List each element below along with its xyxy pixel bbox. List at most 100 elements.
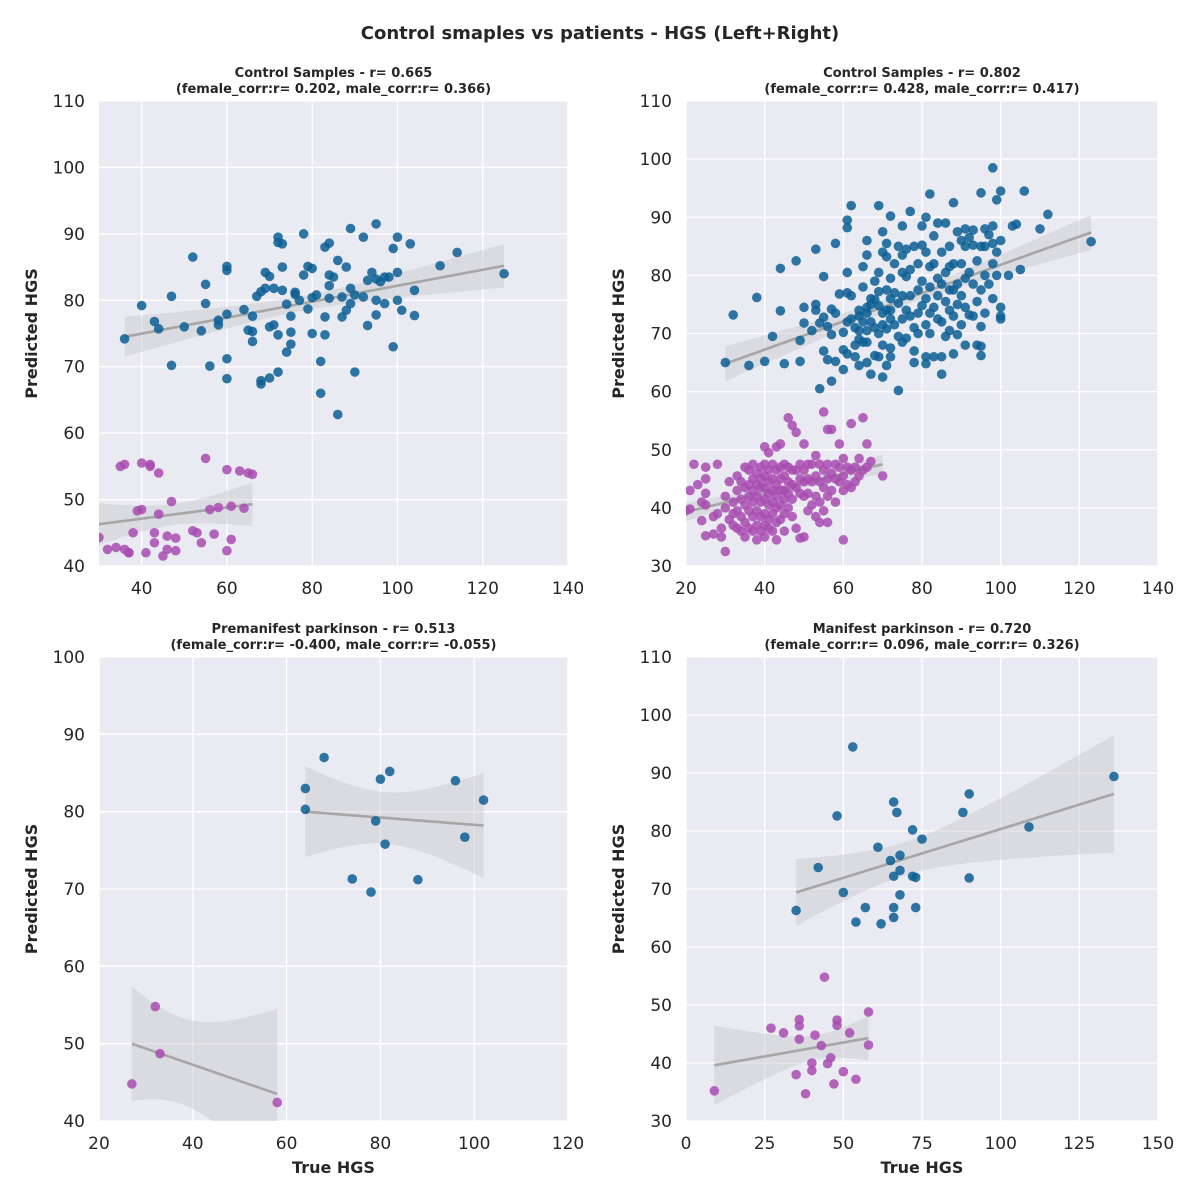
regression-line-male	[795, 792, 1115, 894]
data-point-male	[842, 215, 853, 225]
data-point-male	[371, 295, 381, 306]
data-point-female	[127, 1079, 137, 1089]
data-point-male	[995, 186, 1006, 196]
data-point-female	[247, 469, 258, 480]
data-point-male	[303, 304, 313, 314]
data-point-male	[264, 271, 275, 282]
data-point-female	[145, 461, 155, 472]
data-point-male	[885, 305, 896, 316]
data-point-male	[948, 349, 959, 359]
data-point-male	[826, 329, 837, 340]
data-point-male	[362, 320, 373, 331]
data-point-male	[307, 263, 317, 274]
data-point-male	[917, 276, 927, 286]
confidence-band-female	[714, 1015, 869, 1105]
y-tick-label: 70	[63, 880, 85, 900]
data-point-male	[328, 272, 339, 282]
data-point-male	[929, 302, 939, 313]
data-point-male	[956, 319, 967, 330]
data-point-male	[936, 247, 947, 257]
y-tick-label: 100	[53, 158, 85, 178]
y-tick-label: 60	[63, 957, 85, 977]
data-point-male	[345, 223, 356, 234]
plot-marks	[709, 735, 1119, 1105]
data-point-male	[260, 283, 271, 294]
data-point-male	[166, 291, 177, 302]
x-tick-label: 40	[754, 579, 776, 599]
data-point-male	[300, 804, 311, 815]
data-point-male	[269, 283, 279, 294]
data-point-male	[862, 357, 872, 368]
data-point-male	[826, 376, 837, 386]
data-point-male	[929, 258, 939, 269]
data-point-male	[222, 309, 232, 320]
data-point-female	[819, 972, 830, 982]
data-point-female	[818, 505, 829, 516]
data-point-male	[870, 276, 880, 286]
data-point-male	[889, 319, 900, 330]
data-point-male	[980, 308, 990, 318]
data-point-male	[881, 360, 892, 371]
data-point-female	[844, 1028, 855, 1038]
data-point-female	[700, 462, 711, 472]
data-point-male	[830, 356, 841, 367]
data-point-male	[901, 244, 912, 255]
data-point-male	[846, 200, 856, 211]
data-point-male	[196, 326, 207, 336]
data-point-male	[791, 905, 801, 916]
data-point-male	[980, 270, 990, 281]
data-point-male	[888, 871, 899, 882]
data-point-female	[119, 459, 130, 470]
data-point-male	[478, 795, 489, 805]
data-point-male	[968, 311, 978, 321]
chart-panel-2: 20 40 60 80 100 120 140 30 40 50 60 70 80 90 100 110 Con…	[609, 66, 1174, 599]
data-point-male	[984, 229, 994, 240]
data-point-male	[205, 361, 215, 371]
data-point-male	[991, 195, 1002, 205]
data-point-male	[929, 351, 939, 362]
data-point-male	[315, 388, 326, 399]
data-point-female	[708, 529, 719, 539]
data-point-male	[944, 241, 955, 252]
data-point-female	[720, 491, 731, 502]
data-point-male	[862, 250, 872, 260]
data-point-male	[298, 229, 309, 239]
y-tick-label: 90	[63, 725, 85, 745]
data-point-male	[847, 742, 858, 752]
data-point-female	[767, 526, 778, 536]
data-point-male	[956, 258, 967, 269]
data-point-male	[873, 328, 884, 339]
data-point-male	[858, 317, 868, 327]
x-tick-label: 40	[131, 579, 153, 599]
data-point-male	[799, 302, 809, 313]
x-tick-label: 100	[984, 1134, 1016, 1154]
data-point-male	[384, 272, 394, 282]
data-point-male	[435, 260, 445, 271]
chart-panel-3: 20 40 60 80 100 120405060708090100Premanifest…	[22, 622, 584, 1177]
data-point-male	[324, 293, 335, 304]
data-point-female	[763, 447, 774, 458]
data-point-male	[277, 262, 288, 272]
x-tick-label: 40	[182, 1134, 204, 1154]
data-point-male	[897, 221, 908, 231]
data-point-female	[814, 497, 825, 507]
data-point-male	[968, 240, 978, 250]
data-point-male	[921, 293, 931, 304]
data-point-male	[910, 902, 921, 913]
data-point-male	[909, 241, 919, 252]
data-point-male	[337, 292, 347, 302]
data-point-male	[311, 290, 322, 300]
data-point-female	[771, 535, 782, 545]
data-point-male	[858, 261, 868, 272]
data-point-female	[222, 545, 232, 556]
data-point-male	[239, 304, 249, 315]
data-point-male	[976, 285, 986, 295]
data-point-male	[866, 369, 876, 379]
x-tick-label: 100	[458, 1134, 490, 1154]
data-point-male	[813, 862, 823, 873]
data-point-male	[396, 305, 407, 316]
data-point-male	[450, 775, 461, 786]
x-tick-label: 150	[1142, 1134, 1174, 1154]
data-point-male	[179, 322, 190, 332]
data-point-female	[838, 1066, 849, 1077]
